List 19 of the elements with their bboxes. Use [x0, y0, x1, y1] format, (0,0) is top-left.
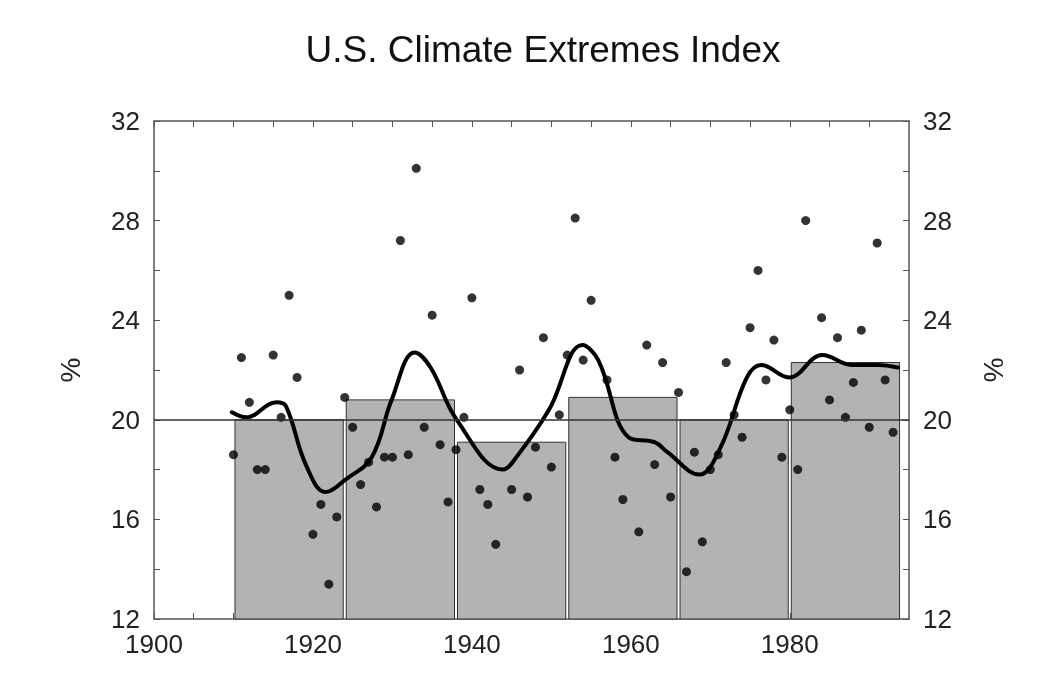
- y2-tick-label: 28: [923, 205, 952, 236]
- y2-tick-label: 24: [923, 305, 952, 336]
- y-tick-label: 32: [111, 106, 140, 136]
- y-tick-label: 24: [111, 305, 140, 336]
- y2-axis-title: %: [977, 357, 1009, 383]
- y-axis-title: %: [54, 357, 86, 383]
- x-tick-label: 1980: [760, 629, 819, 659]
- y2-tick-label: 20: [923, 404, 952, 435]
- line-series: [229, 343, 900, 495]
- x-tick-label: 1960: [601, 629, 660, 659]
- x-tick-label: 1920: [284, 629, 342, 659]
- y2-tick-label: 16: [923, 504, 952, 535]
- chart-title: U.S. Climate Extremes Index: [305, 29, 781, 70]
- y-tick-label: 28: [111, 205, 140, 236]
- y-tick-label: 20: [111, 404, 140, 435]
- y2-tick-label: 12: [923, 604, 952, 634]
- y-tick-label: 16: [111, 504, 140, 535]
- y2-tick-label: 32: [923, 106, 952, 136]
- x-tick-label: 1940: [442, 629, 501, 659]
